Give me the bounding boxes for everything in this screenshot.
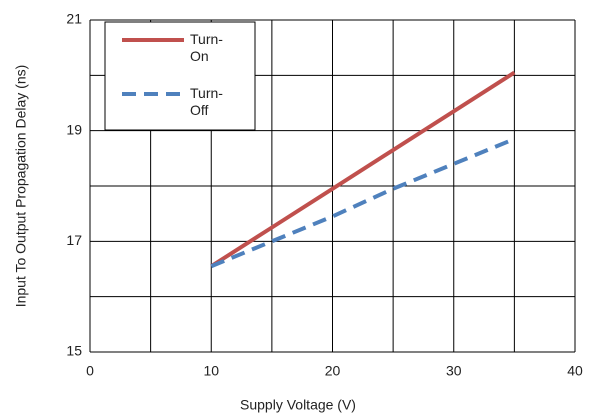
y-tick-label: 21: [66, 11, 82, 27]
x-tick-label: 40: [567, 363, 583, 379]
legend-label: Turn-Off: [190, 85, 223, 118]
series-line: [210, 137, 516, 269]
y-tick-label: 17: [66, 232, 82, 248]
x-tick-label: 10: [203, 363, 219, 379]
legend-label: Turn-On: [190, 31, 223, 64]
y-axis-label: Input To Output Propagation Delay (ns): [13, 65, 29, 308]
y-tick-label: 15: [66, 343, 82, 359]
x-tick-label: 30: [446, 363, 462, 379]
legend-entry: Turn-On: [190, 31, 223, 64]
x-tick-label: 20: [325, 363, 341, 379]
series-line: [210, 70, 516, 268]
x-axis-label: Supply Voltage (V): [240, 397, 356, 413]
x-tick-label: 0: [86, 363, 94, 379]
y-tick-label: 19: [66, 121, 82, 137]
legend-entry: Turn-Off: [190, 85, 223, 118]
